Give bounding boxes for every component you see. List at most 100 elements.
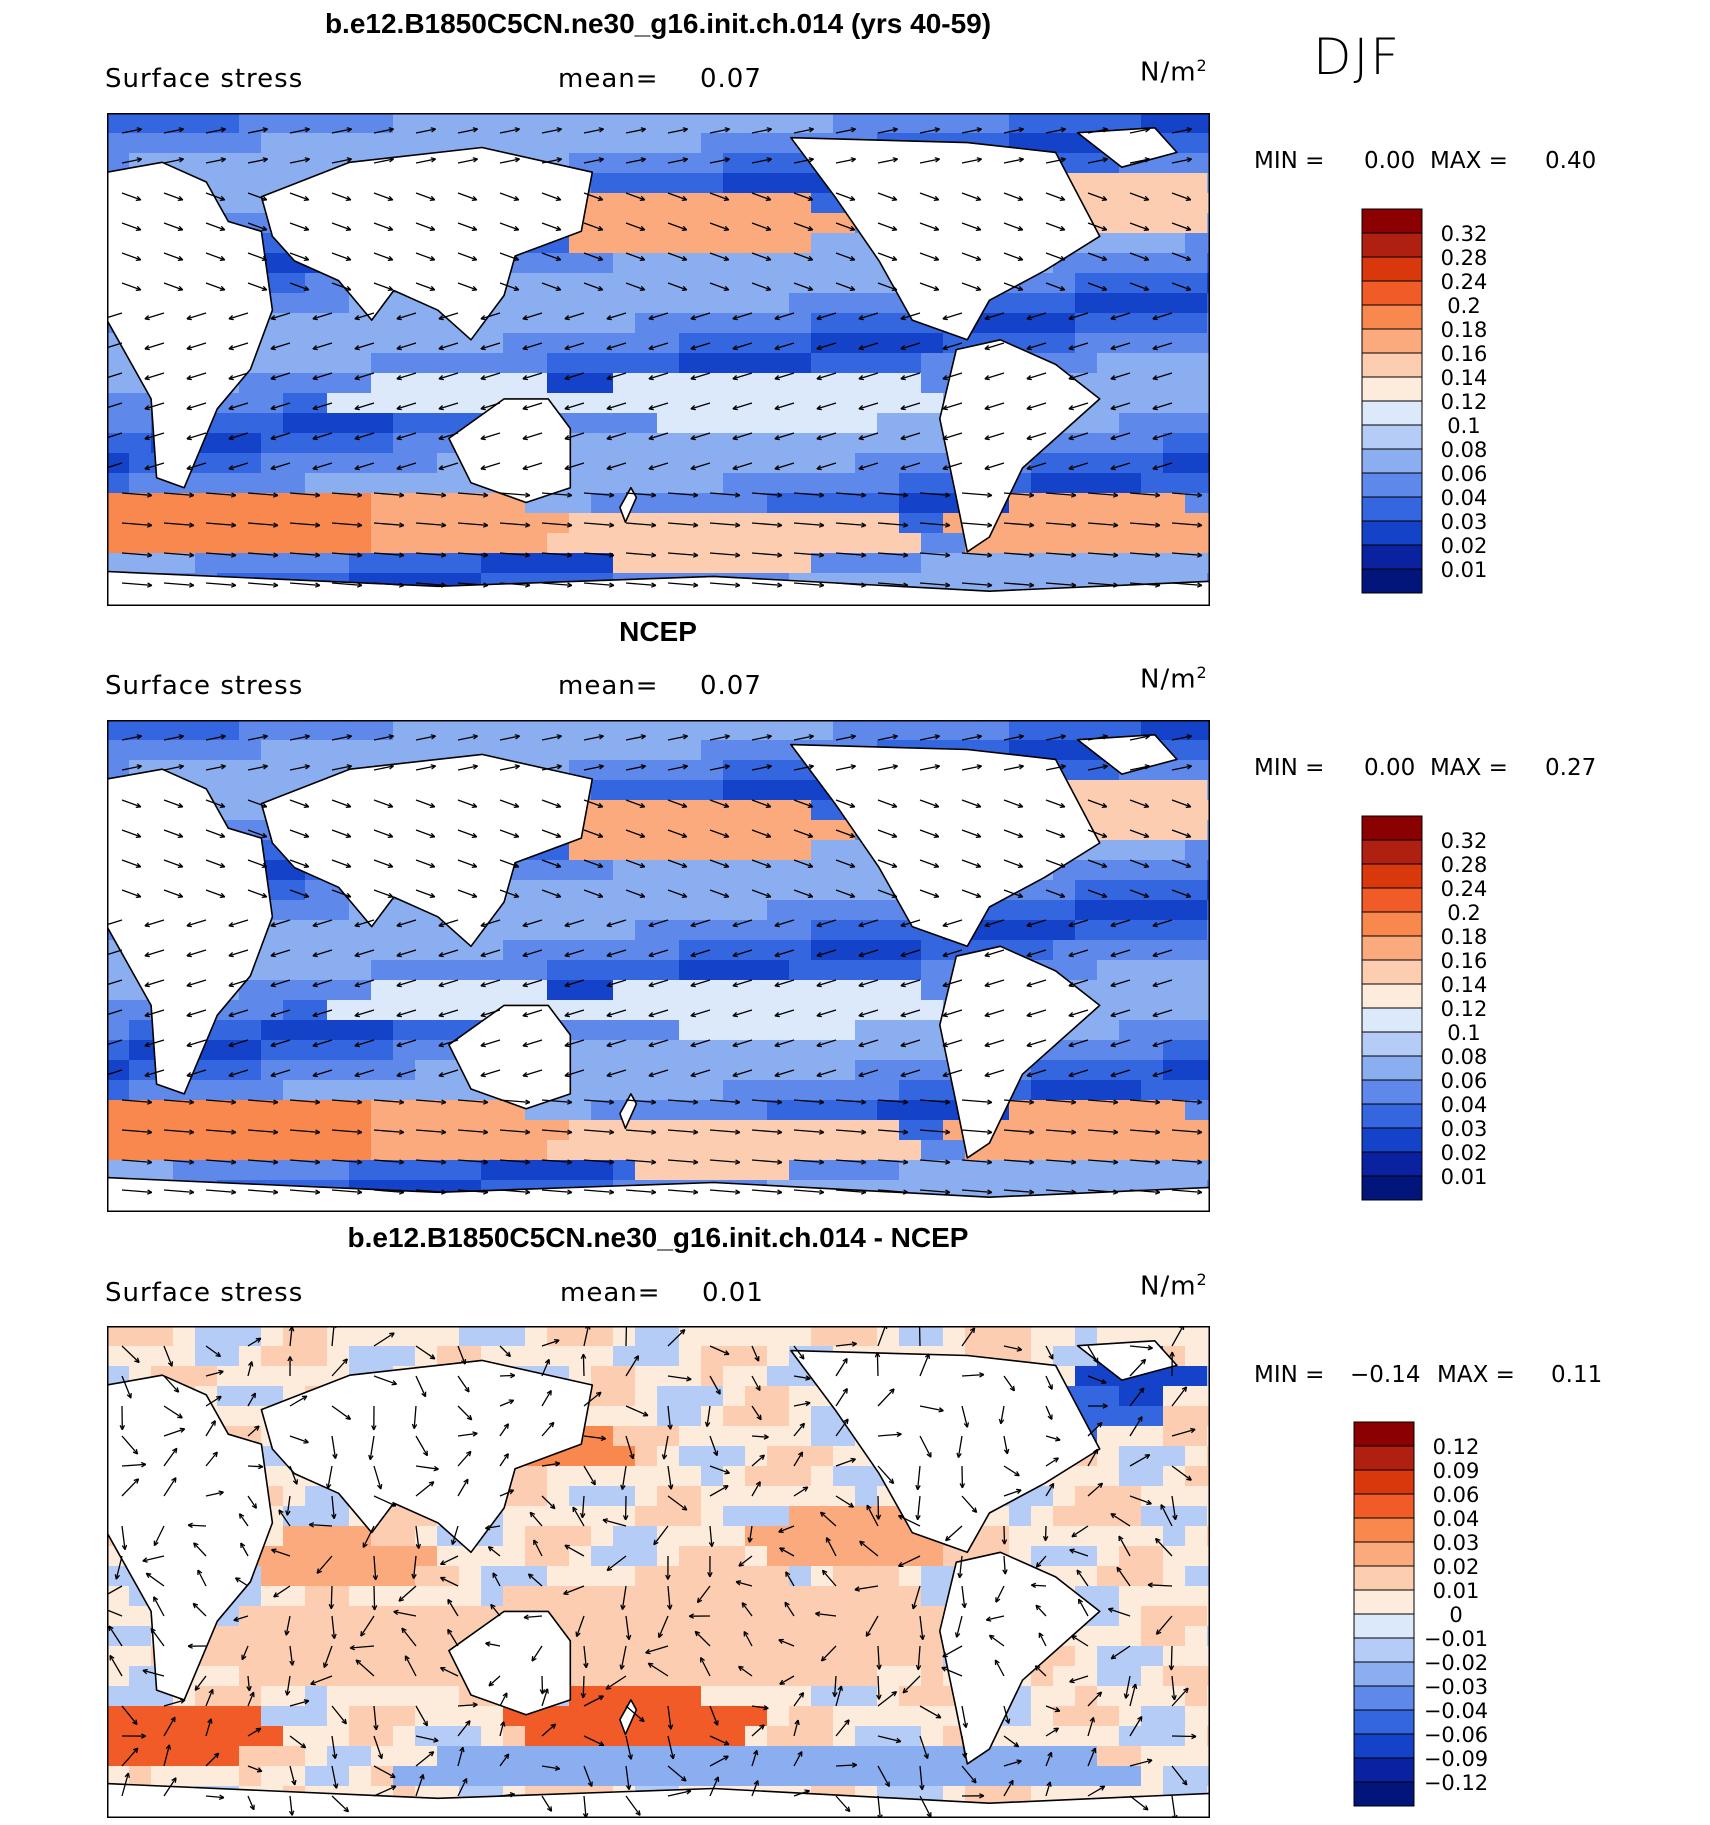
field-cell bbox=[591, 253, 613, 273]
field-cell bbox=[789, 393, 811, 413]
stress-vector-head bbox=[513, 195, 520, 202]
stress-vector bbox=[1003, 889, 1024, 898]
field-cell bbox=[503, 133, 525, 153]
field-cell bbox=[635, 880, 657, 900]
stress-vector bbox=[1171, 158, 1192, 164]
field-cell bbox=[239, 800, 261, 820]
field-cell bbox=[591, 1100, 613, 1120]
field-cell bbox=[393, 1040, 415, 1060]
stress-vector-head bbox=[228, 435, 234, 441]
stress-vector-head bbox=[398, 1099, 405, 1105]
stress-vector-head bbox=[564, 1042, 570, 1048]
stress-vector bbox=[457, 889, 478, 898]
stress-vector bbox=[270, 1039, 291, 1047]
field-cell bbox=[283, 153, 305, 173]
stress-vector-head bbox=[346, 764, 352, 770]
field-cell bbox=[415, 333, 437, 353]
field-cell bbox=[745, 1040, 767, 1060]
field-cell bbox=[1141, 1160, 1163, 1180]
stress-vector bbox=[1045, 765, 1066, 771]
stress-vector bbox=[289, 128, 310, 134]
stress-vector-head bbox=[1143, 862, 1150, 869]
field-cell bbox=[1075, 1466, 1097, 1486]
stress-vector bbox=[1110, 1009, 1131, 1017]
field-cell bbox=[745, 1386, 767, 1406]
units-label-model: N/m2 bbox=[1140, 56, 1208, 88]
stress-vector-head bbox=[1112, 582, 1119, 588]
field-cell bbox=[789, 900, 811, 920]
field-cell bbox=[811, 533, 833, 553]
field-cell bbox=[833, 413, 855, 433]
field-cell bbox=[283, 473, 305, 493]
stress-vector bbox=[835, 799, 856, 808]
field-cell bbox=[921, 453, 943, 473]
stress-vector bbox=[793, 829, 814, 838]
field-cell bbox=[789, 820, 811, 840]
stress-vector bbox=[625, 158, 646, 164]
stress-vector-head bbox=[1110, 465, 1116, 471]
field-cell bbox=[1185, 860, 1207, 880]
field-cell bbox=[437, 1120, 459, 1140]
field-cell bbox=[1053, 720, 1075, 740]
field-cell bbox=[1141, 780, 1163, 800]
stress-vector bbox=[186, 979, 207, 987]
stress-vector-head bbox=[228, 1042, 234, 1048]
stress-vector bbox=[331, 252, 352, 261]
field-cell bbox=[1163, 1446, 1185, 1466]
stress-vector bbox=[480, 372, 501, 380]
stress-vector bbox=[667, 552, 698, 557]
stress-vector-head bbox=[144, 405, 150, 411]
field-cell bbox=[921, 1120, 943, 1140]
stress-vector bbox=[144, 342, 165, 350]
colorbar-box bbox=[1361, 568, 1423, 594]
field-cell bbox=[811, 960, 833, 980]
field-cell bbox=[1185, 1160, 1207, 1180]
stress-vector-head bbox=[388, 157, 394, 163]
stress-vector bbox=[709, 252, 730, 261]
stress-vector-head bbox=[312, 345, 318, 351]
stress-vector-head bbox=[640, 734, 646, 740]
stress-vector bbox=[1045, 1159, 1076, 1164]
stress-vector bbox=[331, 1159, 362, 1164]
stress-vector-head bbox=[608, 492, 615, 498]
stress-vector-head bbox=[396, 922, 402, 928]
stress-vector-head bbox=[429, 862, 436, 869]
field-cell bbox=[1141, 1000, 1163, 1020]
field-cell bbox=[525, 1506, 547, 1526]
stress-vector bbox=[667, 1129, 698, 1134]
stress-vector-head bbox=[480, 375, 486, 381]
stress-vector-head bbox=[270, 1072, 276, 1078]
field-cell bbox=[899, 113, 921, 133]
field-cell bbox=[1163, 1000, 1185, 1020]
colorbar-tick-label: 0.08 bbox=[1441, 438, 1488, 462]
stress-vector-head bbox=[944, 492, 951, 498]
stress-vector bbox=[1129, 799, 1150, 808]
field-cell bbox=[415, 1100, 437, 1120]
field-cell bbox=[833, 433, 855, 453]
stress-vector bbox=[331, 522, 362, 527]
stress-vector bbox=[247, 282, 268, 291]
field-cell bbox=[833, 533, 855, 553]
stress-vector bbox=[121, 1099, 152, 1104]
field-cell bbox=[481, 1100, 503, 1120]
field-cell bbox=[877, 553, 899, 573]
field-cell bbox=[723, 840, 745, 860]
field-cell bbox=[723, 553, 745, 573]
stress-vector-head bbox=[765, 195, 772, 202]
stress-vector bbox=[774, 312, 795, 320]
field-cell bbox=[987, 553, 1009, 573]
field-cell bbox=[723, 1446, 745, 1466]
stress-vector bbox=[121, 252, 142, 261]
field-cell bbox=[855, 293, 877, 313]
field-cell bbox=[283, 433, 305, 453]
field-cell bbox=[1119, 1526, 1141, 1546]
field-cell bbox=[305, 393, 327, 413]
field-cell bbox=[767, 1546, 789, 1566]
field-cell bbox=[811, 1040, 833, 1060]
stress-vector-head bbox=[606, 375, 612, 381]
stress-vector bbox=[205, 582, 236, 587]
stress-vector bbox=[858, 919, 879, 927]
stress-vector-head bbox=[1112, 1189, 1119, 1195]
stress-vector-head bbox=[1017, 802, 1024, 809]
stress-vector-head bbox=[650, 522, 657, 528]
